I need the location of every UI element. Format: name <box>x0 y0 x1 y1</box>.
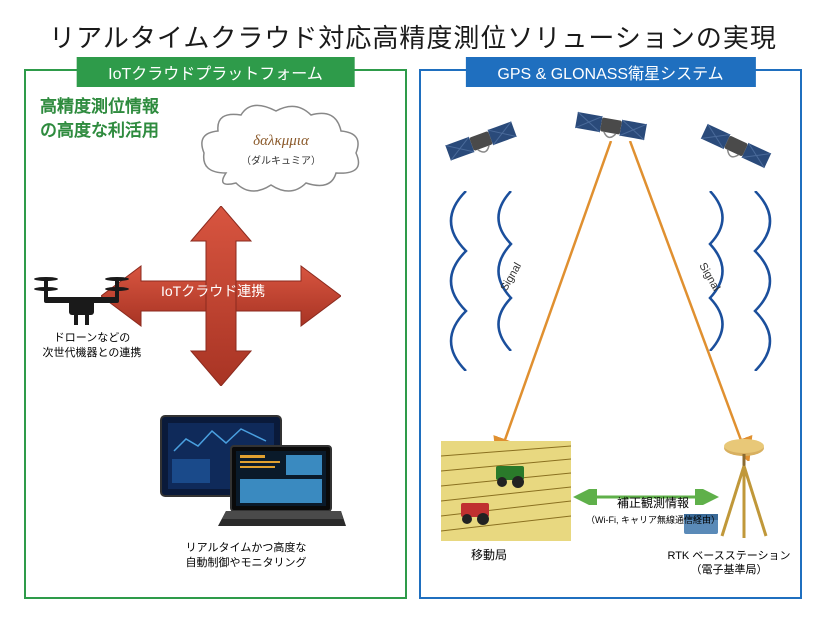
laptop-cap-l2: 自動制御やモニタリング <box>186 557 307 569</box>
laptop-caption: リアルタイムかつ高度な 自動制御やモニタリング <box>156 541 336 572</box>
laptop-cap-l1: リアルタイムかつ高度な <box>186 542 307 554</box>
signal-arrow-left <box>491 141 631 461</box>
mobile-station-caption: 移動局 <box>471 546 507 563</box>
iot-subtitle-line1: 高精度測位情報 <box>40 97 159 116</box>
rtk-caption: RTK ベースステーション （電子基準局） <box>664 549 794 578</box>
satellite-icon <box>575 112 647 143</box>
iot-subtitle-line2: の高度な利活用 <box>40 121 159 140</box>
drone-caption: ドローンなどの 次世代機器との連携 <box>32 331 152 362</box>
signal-arrow-right <box>620 141 760 461</box>
gps-panel: GPS & GLONASS衛星システム <box>419 69 802 599</box>
correction-caption: 補正観測情報 （Wi-Fi, キャリア無線通信経由） <box>586 496 720 527</box>
cloud-logo: δαλκμμια <box>196 133 366 150</box>
rtk-cap-l1: RTK ベースステーション <box>667 550 790 562</box>
iot-subtitle: 高精度測位情報 の高度な利活用 <box>40 95 159 143</box>
iot-panel-header: IoTクラウドプラットフォーム <box>76 57 355 87</box>
cloud-icon: δαλκμμια （ダルキュミア） <box>196 103 366 203</box>
drone-cap-l2: 次世代機器との連携 <box>43 347 142 359</box>
gps-panel-header: GPS & GLONASS衛星システム <box>465 57 755 87</box>
green-cap-l1: 補正観測情報 <box>617 496 689 510</box>
green-cap-l2: （Wi-Fi, キャリア無線通信経由） <box>586 515 720 525</box>
page-title: リアルタイムクラウド対応高精度測位ソリューションの実現 <box>0 0 826 55</box>
rtk-cap-l2: （電子基準局） <box>691 564 768 576</box>
laptop-icon <box>156 411 346 541</box>
drone-icon <box>34 271 129 331</box>
cross-arrows-label: IoTクラウド連携 <box>161 281 265 301</box>
cloud-sub: （ダルキュミア） <box>196 152 366 167</box>
panels-row: IoTクラウドプラットフォーム 高精度測位情報 の高度な利活用 δαλκμμια… <box>0 55 826 599</box>
mobile-station-icon <box>441 441 571 541</box>
drone-cap-l1: ドローンなどの <box>54 332 130 344</box>
iot-panel: IoTクラウドプラットフォーム 高精度測位情報 の高度な利活用 δαλκμμια… <box>24 69 407 599</box>
